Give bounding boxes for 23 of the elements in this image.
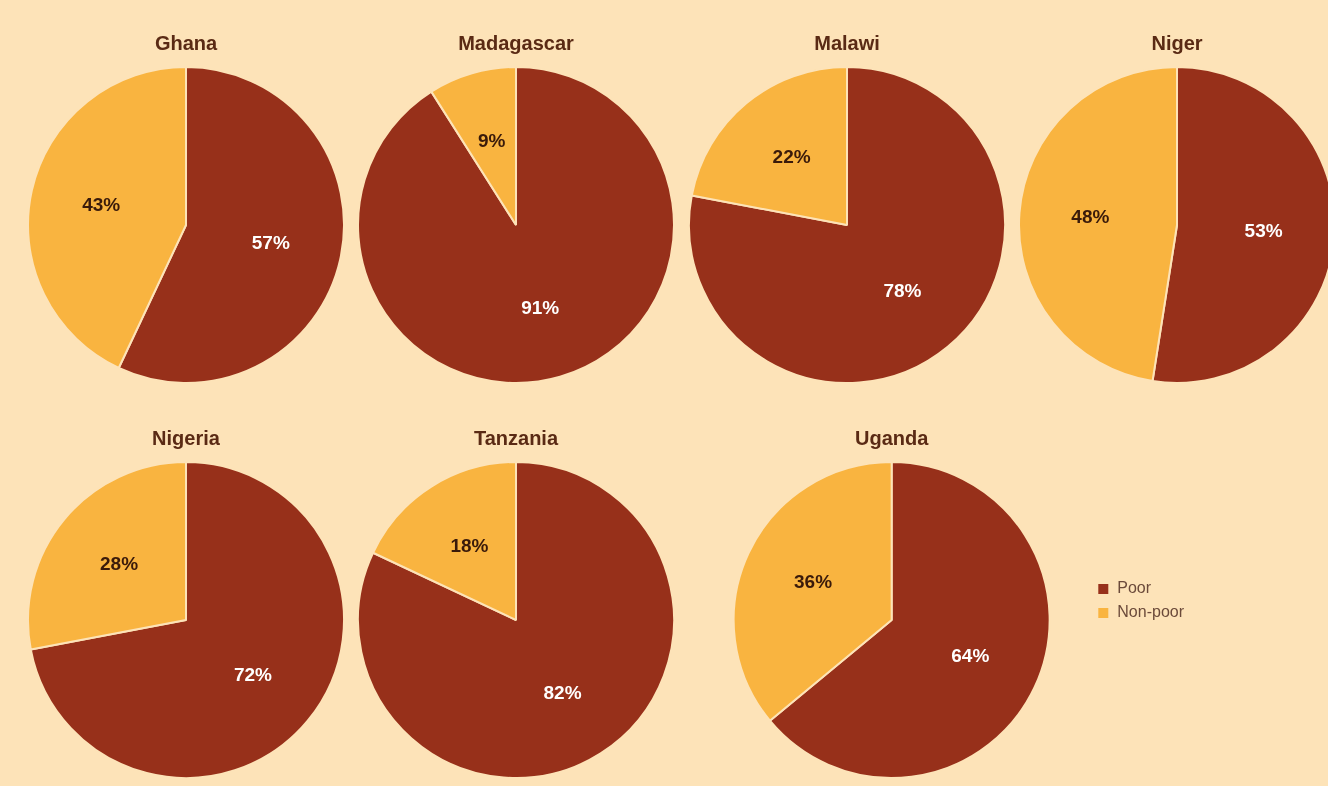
data-label: 72% bbox=[233, 663, 273, 685]
data-label: 36% bbox=[794, 571, 833, 593]
legend-label: Poor bbox=[1117, 579, 1152, 597]
chart-title: Tanzania bbox=[473, 426, 559, 449]
data-label: 28% bbox=[100, 552, 139, 574]
data-label: 64% bbox=[951, 645, 990, 667]
chart-title: Madagascar bbox=[458, 31, 575, 54]
data-label: 57% bbox=[251, 232, 290, 254]
chart-title: Ghana bbox=[154, 31, 218, 54]
chart-title: Uganda bbox=[854, 426, 930, 449]
data-label: 18% bbox=[450, 534, 489, 556]
data-label: 9% bbox=[478, 129, 506, 151]
data-label: 48% bbox=[1071, 206, 1110, 228]
data-label: 22% bbox=[772, 146, 811, 168]
data-label: 53% bbox=[1244, 219, 1283, 241]
legend-label: Non-poor bbox=[1117, 603, 1185, 621]
data-label: 78% bbox=[883, 280, 922, 302]
data-label: 43% bbox=[82, 194, 121, 216]
chart-title: Malawi bbox=[814, 31, 880, 54]
chart-title: Nigeria bbox=[152, 426, 221, 449]
data-label: 91% bbox=[521, 296, 560, 318]
data-label: 82% bbox=[543, 681, 582, 703]
chart-title: Niger bbox=[1151, 31, 1203, 54]
